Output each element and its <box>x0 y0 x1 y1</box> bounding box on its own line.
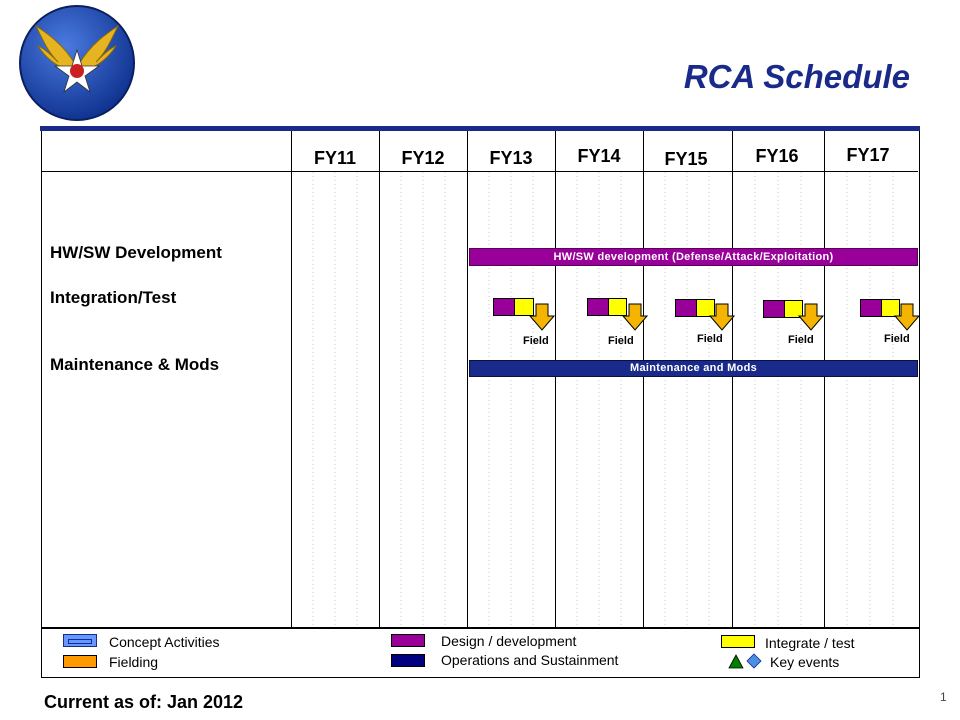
legend-concept: Concept Activities <box>109 634 220 650</box>
grid-line <box>643 131 644 627</box>
field-label: Field <box>608 335 634 347</box>
army-air-corps-roundel-icon <box>18 4 136 122</box>
row-label-hw-sw: HW/SW Development <box>50 243 222 262</box>
legend-design: Design / development <box>441 633 577 649</box>
legend-fielding: Fielding <box>109 654 159 670</box>
fy-header: FY11 <box>313 148 357 168</box>
grid-line <box>824 131 825 627</box>
field-arrow-icon <box>529 303 555 331</box>
field-arrow-icon <box>894 303 920 331</box>
legend-key-events: Key events <box>770 654 840 670</box>
current-as-of: Current as of: Jan 2012 <box>44 692 244 712</box>
grid-line <box>291 131 292 627</box>
field-label: Field <box>788 334 814 346</box>
fy-header: FY12 <box>401 148 445 168</box>
legend-integrate: Integrate / test <box>765 635 855 651</box>
field-label: Field <box>884 333 910 345</box>
quarter-gridlines <box>312 172 894 627</box>
integrate-box <box>784 300 803 318</box>
field-arrow-icon <box>622 303 648 331</box>
schedule-grid <box>41 131 920 628</box>
page-title: RCA Schedule <box>683 58 910 95</box>
fy-header: FY13 <box>489 148 533 168</box>
legend: Concept Activities Fielding Design / dev… <box>41 628 920 678</box>
page-number: 1 <box>940 690 947 704</box>
field-arrow-icon <box>798 303 824 331</box>
fy-header: FY15 <box>664 149 708 169</box>
row-label-maintenance: Maintenance & Mods <box>50 355 220 374</box>
integrate-box <box>696 299 715 317</box>
design-box <box>493 298 515 316</box>
fy-header: FY14 <box>577 146 621 166</box>
integrate-box <box>881 299 900 317</box>
title-rule <box>40 126 920 131</box>
hw-sw-development-bar: HW/SW development (Defense/Attack/Exploi… <box>469 248 918 266</box>
field-arrow-icon <box>709 303 735 331</box>
design-box <box>675 299 697 317</box>
concept-swatch <box>63 634 97 647</box>
grid-line <box>379 131 380 627</box>
integrate-box <box>608 298 627 316</box>
fy-header: FY16 <box>755 146 799 166</box>
design-box <box>587 298 609 316</box>
legend-ops: Operations and Sustainment <box>441 652 619 668</box>
design-box <box>860 299 882 317</box>
grid-line <box>467 131 468 627</box>
design-box <box>763 300 785 318</box>
ops-swatch <box>391 654 425 667</box>
key-events-icon <box>728 653 762 669</box>
fy-header: FY17 <box>846 145 890 165</box>
integrate-box <box>514 298 534 316</box>
row-label-integration: Integration/Test <box>50 288 177 307</box>
design-swatch <box>391 634 425 647</box>
grid-line <box>732 131 733 627</box>
integrate-swatch <box>721 635 755 648</box>
fielding-swatch <box>63 655 97 668</box>
grid-line <box>555 131 556 627</box>
maintenance-bar: Maintenance and Mods <box>469 360 918 377</box>
header-divider <box>42 171 918 172</box>
field-label: Field <box>697 333 723 345</box>
field-label: Field <box>523 335 549 347</box>
